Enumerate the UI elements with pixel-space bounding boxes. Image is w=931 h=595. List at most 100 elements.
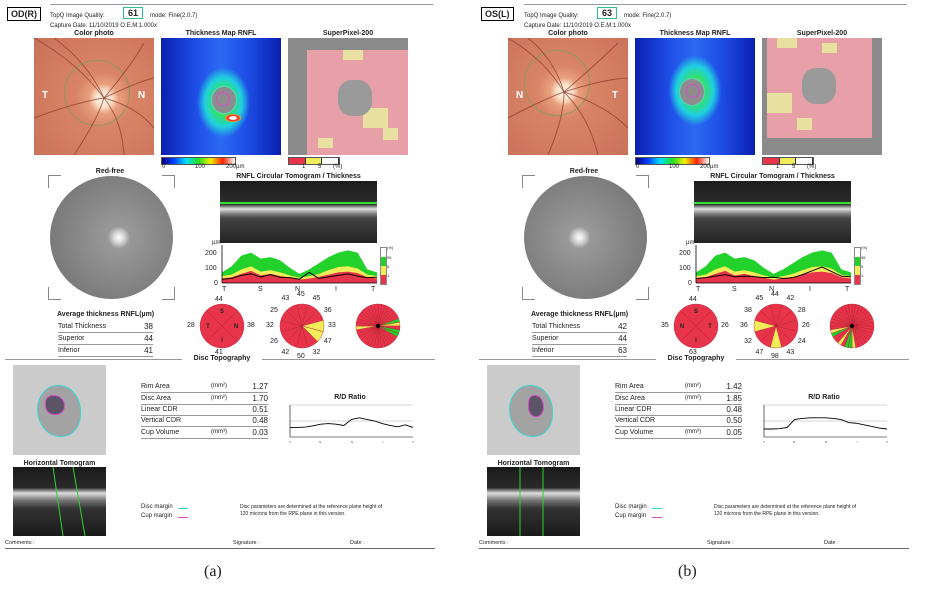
quadrant-sector <box>206 303 238 327</box>
legend-swatch <box>381 257 386 266</box>
superpixel-tick: 1 <box>776 164 780 170</box>
rd-xtick: N <box>351 440 353 444</box>
red-free-title: Red-free <box>569 168 599 175</box>
disc-margin-swatch <box>652 508 662 509</box>
legend-swatch <box>289 158 306 164</box>
plot-ytick: 200 <box>205 250 217 257</box>
quadrant-letter: S <box>694 309 698 315</box>
vessels <box>33 37 155 156</box>
plot-xtick: N <box>769 286 775 293</box>
avg-row: Total Thickness 42 <box>532 322 627 333</box>
quality-value: 61 <box>123 7 144 19</box>
rd-xtick: S <box>319 440 321 444</box>
disc-param-row: Linear CDR 0.48 <box>615 405 742 416</box>
disc-topo-title: Disc Topography <box>182 355 262 362</box>
clock-hour-value: 43 <box>786 348 795 356</box>
color-photo-title: Color photo <box>548 30 588 37</box>
quality-value: 63 <box>597 7 618 19</box>
plot-ytick: 100 <box>205 265 217 272</box>
disc-margin-swatch <box>178 508 188 509</box>
superpixel-yellow-patch <box>363 108 388 128</box>
thickness-colorbar <box>635 157 710 165</box>
quadrant-letter: S <box>220 309 224 315</box>
quadrant-letter: T <box>708 324 712 330</box>
quality-label: TopQ Image Quality: <box>50 13 105 19</box>
disc-topo-image <box>13 365 106 455</box>
plot-xtick: I <box>809 286 811 293</box>
clock-hour-value: 33 <box>328 322 336 329</box>
measured-thickness-line <box>695 266 852 279</box>
cup-margin-swatch <box>178 517 188 518</box>
disc-param-row: Rim Area (mm²) 1.42 <box>615 382 742 393</box>
rd-xtick: S <box>793 440 795 444</box>
disc-param-row: Disc Area (mm²) 1.85 <box>615 394 742 405</box>
legend-swatch <box>381 275 386 284</box>
superpixel-yellow-patch <box>318 138 333 148</box>
clock-hour-value: 98 <box>771 353 779 360</box>
superpixel-image <box>762 38 882 155</box>
avg-row-label: Total Thickness <box>532 323 581 330</box>
avg-row: Superior 44 <box>58 334 153 345</box>
superpixel-legend <box>762 157 814 165</box>
horizontal-tomogram-title: Horizontal Tomogram <box>23 460 96 467</box>
hot-spot <box>225 114 241 122</box>
avg-row-value: 44 <box>144 334 153 343</box>
superpixel-image <box>288 38 408 155</box>
disc-param-unit: (mm²) <box>685 395 701 401</box>
legend-swatch <box>381 266 386 275</box>
legend-swatch <box>796 158 814 164</box>
plot-xtick: S <box>732 286 737 293</box>
disc-param-unit: (mm²) <box>211 395 227 401</box>
measured-thickness-line <box>221 271 378 280</box>
quadrant-left-value: 35 <box>661 322 669 329</box>
avg-row-value: 42 <box>618 322 627 331</box>
quadrant-sector <box>680 325 712 349</box>
disc-param-value: 0.51 <box>252 405 268 414</box>
superpixel-yellow-patch <box>822 43 837 53</box>
quadrant-sector <box>199 310 223 342</box>
percentile-tick: (%) <box>861 245 868 250</box>
clock-hour-value: 45 <box>312 295 321 303</box>
plot-unit: µm <box>686 240 695 246</box>
disc-param-label: Vertical CDR <box>615 417 656 424</box>
rd-xtick: T <box>886 440 888 444</box>
clock-hour-value: 50 <box>297 353 305 360</box>
percentile-tick: 95 <box>861 255 866 260</box>
clock-sector <box>760 304 777 327</box>
disc-param-unit: (mm²) <box>685 383 701 389</box>
date-label: Date : <box>350 540 365 546</box>
color-photo-title: Color photo <box>74 30 114 37</box>
clock-hour-value: 45 <box>297 291 305 298</box>
legend-swatch <box>305 158 323 164</box>
disc-param-value: 1.27 <box>252 382 268 391</box>
quadrant-letter: I <box>695 338 697 344</box>
disc-param-value: 1.42 <box>726 382 742 391</box>
superpixel-yellow-patch <box>767 93 792 113</box>
red-free-title: Red-free <box>95 168 125 175</box>
plot-ytick: 100 <box>679 265 691 272</box>
signature-label: Signature : <box>233 540 260 546</box>
rd-ratio-title: R/D Ratio <box>808 394 840 401</box>
legend-swatch <box>779 158 797 164</box>
avg-row: Inferior 41 <box>58 346 153 357</box>
disc-margin-label: Disc margin <box>141 504 173 510</box>
cup-area <box>528 395 544 417</box>
plot-ytick: 0 <box>214 280 218 287</box>
thickness-plot <box>221 245 378 284</box>
sector36-sector <box>847 303 853 327</box>
eye-label: OD(R) <box>7 7 41 21</box>
plot-ytick: 0 <box>688 280 692 287</box>
avg-row: Total Thickness 38 <box>58 322 153 333</box>
disc-param-value: 0.48 <box>252 416 268 425</box>
superpixel-tick: (%) <box>807 164 817 170</box>
avg-thickness-title: Average thickness RNFL(µm) <box>57 311 155 318</box>
colorbar-tick: 100 <box>195 164 206 170</box>
thickness-map-title: Thickness Map RNFL <box>659 30 731 37</box>
clock-hour-value: 32 <box>744 337 752 345</box>
rnfl-boundary-line <box>694 202 851 204</box>
frame-corner <box>162 175 175 188</box>
rd-ratio-line <box>764 417 888 430</box>
avg-row-label: Superior <box>58 335 85 342</box>
clock-hour-value: 47 <box>755 348 764 356</box>
report-panel-b: OS(L) TopQ Image Quality: 63 mode: Fine(2.0… <box>474 0 914 595</box>
